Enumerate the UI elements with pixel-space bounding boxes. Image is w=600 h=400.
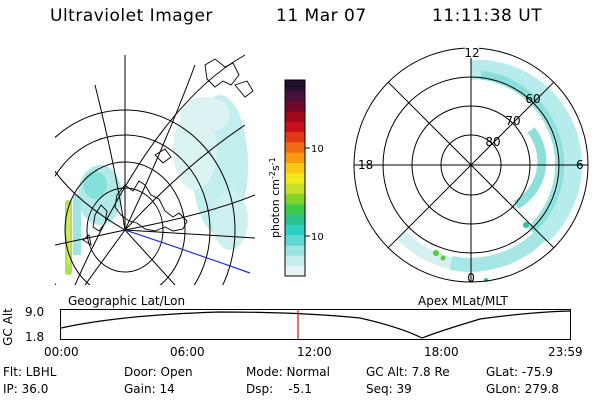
geographic-panel-label: Geographic Lat/Lon <box>68 294 186 308</box>
terminator-line <box>124 229 251 274</box>
colorbar-stripe <box>285 162 305 174</box>
colorbar-stripe <box>285 224 305 236</box>
mlt-label-0: 0 <box>467 271 475 285</box>
mlt-label-6: 6 <box>576 158 584 172</box>
altitude-curve <box>60 310 571 339</box>
colorbar-gradient <box>285 80 305 277</box>
xtick-0600: 06:00 <box>170 345 205 359</box>
colorbar-stripe <box>285 265 305 277</box>
altitude-plot-frame <box>60 309 571 340</box>
altitude-ylabel-wrap: GC Alt <box>0 306 15 346</box>
altitude-ytick-top: 9.0 <box>25 305 45 319</box>
colorbar-stripe <box>285 183 305 194</box>
colorbar-stripe <box>285 152 305 164</box>
colorbar-stripe <box>285 131 305 143</box>
colorbar-stripe <box>285 203 305 215</box>
colorbar-stripe <box>285 90 305 102</box>
colorbar-tick-100: 100 <box>311 144 323 155</box>
info-flt: Flt: LBHL <box>3 365 57 379</box>
geo-grid-lines <box>55 54 255 285</box>
mlat-label-60: 60 <box>525 92 540 106</box>
info-glon: GLon: 279.8 <box>486 382 559 396</box>
info-mode: Mode: Normal <box>246 365 330 379</box>
colorbar-stripe <box>285 172 305 184</box>
colorbar-stripe <box>285 80 305 91</box>
colorbar-stripe <box>285 193 305 205</box>
altitude-plot <box>60 309 571 340</box>
altitude-ylabel: GC Alt <box>0 308 15 346</box>
colorbar-stripe <box>285 234 305 246</box>
mlat-label-80: 80 <box>485 135 500 149</box>
colorbar-stripe <box>285 255 305 267</box>
polar-aurora-emission <box>396 59 582 282</box>
colorbar: 100 10 photon cm-2s-1 <box>268 79 323 277</box>
info-glat: GLat: -75.9 <box>486 365 553 379</box>
instrument-title: Ultraviolet Imager <box>50 6 213 26</box>
colorbar-stripe <box>285 141 305 153</box>
info-seq: Seq: 39 <box>366 382 412 396</box>
info-door: Door: Open <box>124 365 193 379</box>
xtick-0000: 00:00 <box>44 345 79 359</box>
date-label: 11 Mar 07 <box>276 6 367 26</box>
colorbar-stripe <box>285 245 305 256</box>
polar-plot: 12 18 6 0 60 70 80 <box>353 45 589 285</box>
info-gcalt: GC Alt: 7.8 Re <box>366 365 450 379</box>
mlt-label-12: 12 <box>464 46 479 60</box>
xtick-1800: 18:00 <box>424 345 459 359</box>
apex-panel-label: Apex MLat/MLT <box>418 294 508 308</box>
info-ip: IP: 36.0 <box>3 382 49 396</box>
colorbar-stripe <box>285 121 305 133</box>
xtick-2359: 23:59 <box>548 345 583 359</box>
xtick-1200: 12:00 <box>297 345 332 359</box>
colorbar-stripe <box>285 100 305 112</box>
time-label: 11:11:38 UT <box>432 6 543 26</box>
colorbar-stripe <box>285 214 305 225</box>
geographic-map <box>55 54 255 285</box>
mlat-label-70: 70 <box>505 114 520 128</box>
mlt-label-18: 18 <box>358 158 373 172</box>
colorbar-stripe <box>285 110 305 122</box>
colorbar-unit-label: photon cm-2s-1 <box>268 157 283 238</box>
polar-grid <box>353 47 589 283</box>
altitude-ytick-bottom: 1.8 <box>25 330 45 344</box>
info-gain: Gain: 14 <box>124 382 175 396</box>
geo-coastlines <box>82 58 254 246</box>
colorbar-tick-10: 10 <box>311 232 323 243</box>
info-dsp: Dsp: -5.1 <box>246 382 312 396</box>
